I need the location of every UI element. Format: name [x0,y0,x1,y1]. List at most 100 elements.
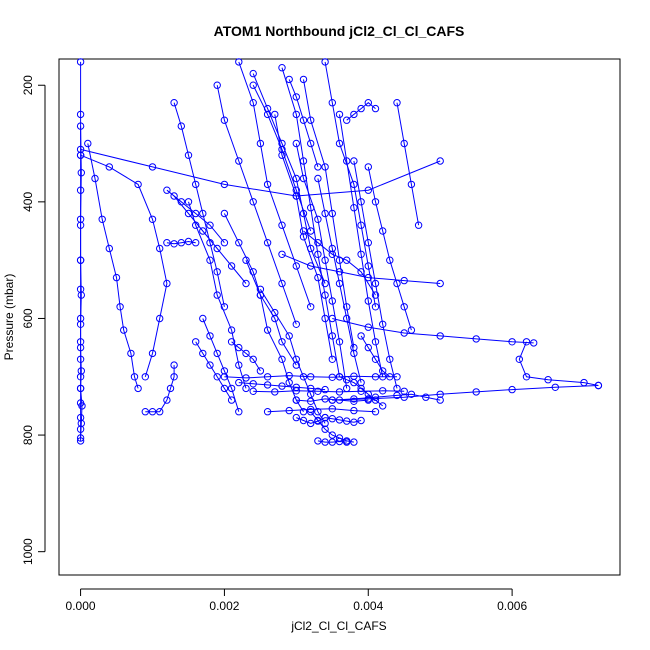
data-point [299,227,308,235]
series-line [87,143,139,389]
data-point [292,413,300,422]
data-point [379,367,387,375]
series-35 [263,405,380,416]
data-point [307,419,315,428]
data-point [292,174,300,183]
data-point [235,361,243,369]
data-point [335,396,344,404]
data-point [371,355,380,363]
series-18 [292,139,351,393]
data-point [98,215,106,224]
series-4 [141,361,178,416]
data-point [407,390,416,398]
data-point [314,239,322,247]
data-point [148,163,157,171]
data-point [328,373,336,381]
data-point [292,93,300,101]
data-point [127,349,135,358]
data-point [400,387,408,395]
y-tick-label: 400 [21,192,35,212]
data-point [76,343,85,352]
data-point [508,338,516,346]
series-line [188,201,247,389]
series-1 [76,122,86,442]
data-point [170,192,178,200]
data-point [192,338,200,346]
data-point [278,355,286,363]
series-line [166,189,225,244]
data-point [184,237,193,246]
data-point [76,110,85,119]
data-point [271,110,279,119]
data-point [321,163,329,171]
data-point [192,239,200,247]
data-point [307,408,315,416]
data-point [76,320,85,328]
series-line [252,73,326,284]
series-line [296,417,326,424]
data-point [350,204,358,212]
data-point [328,209,336,218]
data-point [364,343,372,352]
data-point [263,381,272,389]
series-30 [328,381,603,404]
data-point [76,215,85,224]
series-line [173,102,225,307]
data-point [213,349,221,358]
series-41 [335,373,387,410]
data-point [76,285,85,293]
data-point [400,329,408,337]
data-point [227,326,236,334]
series-28 [328,314,538,347]
series-line [145,365,175,413]
data-point [163,279,171,288]
data-point [328,332,336,340]
data-point [163,396,171,404]
data-point [371,303,380,311]
series-line [238,61,312,307]
data-point [156,408,164,416]
series-22 [335,110,387,381]
series-7 [170,99,229,311]
data-point [278,151,286,159]
series-line [238,382,326,391]
data-point [386,355,394,363]
data-point [76,413,85,422]
data-point [393,373,401,381]
data-point [335,110,344,119]
data-point [292,186,300,194]
data-point [314,408,322,416]
data-point [242,349,250,358]
data-point [357,378,365,387]
data-point [220,116,229,124]
series-line [317,440,347,443]
data-point [314,417,322,425]
data-point [263,408,272,416]
series-48 [285,75,322,171]
data-point [170,99,178,107]
data-point [350,397,358,405]
data-point [436,157,444,165]
series-38 [314,437,351,446]
data-point [350,378,358,387]
series-line [281,253,441,284]
data-point [321,395,329,403]
data-point [220,239,229,247]
data-point [371,198,380,206]
data-point [335,416,344,424]
data-point [314,174,322,183]
data-point [307,373,315,381]
data-point [163,186,171,194]
series-46 [227,338,265,375]
data-point [307,227,315,235]
data-point [472,388,480,396]
data-point [256,285,265,293]
data-point [321,256,329,264]
data-point [328,405,336,413]
data-point [271,308,279,317]
data-point [130,373,139,381]
data-point [292,361,300,369]
data-point [91,174,99,183]
data-point [263,110,272,119]
data-point [472,335,480,343]
